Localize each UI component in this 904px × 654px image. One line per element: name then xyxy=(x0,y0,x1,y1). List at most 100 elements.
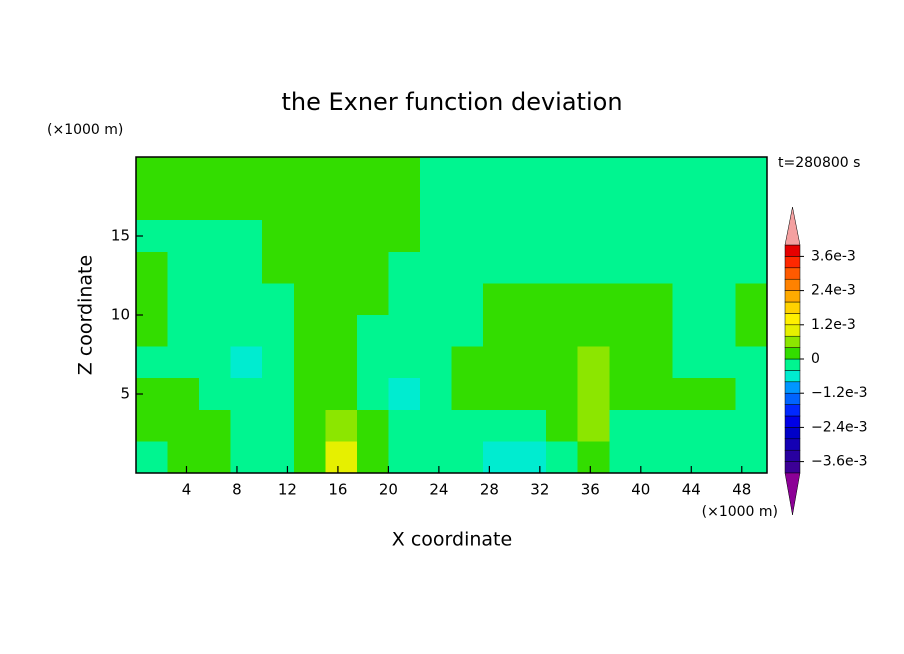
field-cell xyxy=(356,251,389,284)
field-cell xyxy=(293,441,326,474)
field-cell xyxy=(167,220,200,253)
field-cell xyxy=(546,220,579,253)
field-cell xyxy=(199,157,232,190)
field-cell xyxy=(325,157,358,190)
x-tick-label: 48 xyxy=(732,481,751,499)
field-cell xyxy=(672,378,705,411)
field-cell xyxy=(388,346,421,379)
field-cell xyxy=(167,409,200,442)
field-cell xyxy=(356,409,389,442)
field-cell xyxy=(451,441,484,474)
field-cell xyxy=(640,378,673,411)
field-cell xyxy=(703,188,736,221)
field-cell xyxy=(325,378,358,411)
field-cell xyxy=(167,251,200,284)
field-cell xyxy=(230,251,263,284)
x-unit: (×1000 m) xyxy=(702,504,778,520)
field-cell xyxy=(136,251,169,284)
field-cell xyxy=(514,409,547,442)
field-cell xyxy=(262,441,295,474)
field-cell xyxy=(703,220,736,253)
field-cell xyxy=(514,188,547,221)
field-cell xyxy=(735,409,768,442)
field-cell xyxy=(546,188,579,221)
field-cell xyxy=(703,315,736,348)
colorbar-segment xyxy=(784,278,801,291)
field-cell xyxy=(230,378,263,411)
field-cell xyxy=(546,157,579,190)
colorbar-tick-label: 3.6e-3 xyxy=(811,248,856,264)
field-cell xyxy=(640,409,673,442)
field-cell xyxy=(577,283,610,316)
field-cell xyxy=(167,283,200,316)
colorbar-under xyxy=(784,472,801,516)
field-cell xyxy=(609,409,642,442)
field-cell xyxy=(483,220,516,253)
field-cell xyxy=(230,315,263,348)
field-cell xyxy=(577,378,610,411)
colorbar-tick-label: 2.4e-3 xyxy=(811,283,856,299)
field-cell xyxy=(356,315,389,348)
field-cell xyxy=(546,315,579,348)
field-cell xyxy=(388,441,421,474)
field-cell xyxy=(546,251,579,284)
field-cell xyxy=(325,220,358,253)
x-axis-label: X coordinate xyxy=(392,529,512,551)
field-cell xyxy=(293,346,326,379)
field-cell xyxy=(325,188,358,221)
y-unit: (×1000 m) xyxy=(47,122,123,138)
field-cell xyxy=(419,315,452,348)
field-cell xyxy=(577,251,610,284)
field-cell xyxy=(735,188,768,221)
field-cell xyxy=(609,283,642,316)
x-tick-label: 20 xyxy=(379,481,398,499)
field-cell xyxy=(672,283,705,316)
field-cell xyxy=(136,346,169,379)
field-cell xyxy=(703,283,736,316)
field-cell xyxy=(262,409,295,442)
field-cell xyxy=(262,283,295,316)
field-cell xyxy=(419,157,452,190)
field-cell xyxy=(136,188,169,221)
field-cell xyxy=(451,188,484,221)
field-cell xyxy=(136,441,169,474)
field-cell xyxy=(356,220,389,253)
colorbar-segment xyxy=(784,404,801,417)
x-tick-label: 40 xyxy=(631,481,650,499)
field-cell xyxy=(703,346,736,379)
colorbar-segment xyxy=(784,427,801,440)
field-cell xyxy=(356,188,389,221)
field-cell xyxy=(514,157,547,190)
field-cell xyxy=(735,283,768,316)
colorbar-segment xyxy=(784,256,801,269)
field-cell xyxy=(136,157,169,190)
field-cell xyxy=(577,441,610,474)
field-cell xyxy=(483,409,516,442)
field-cell xyxy=(640,157,673,190)
field-cell xyxy=(230,157,263,190)
field-cell xyxy=(325,346,358,379)
field-cell xyxy=(577,220,610,253)
field-cell xyxy=(388,157,421,190)
field-cell xyxy=(199,378,232,411)
field-cell xyxy=(262,346,295,379)
field-cell xyxy=(293,283,326,316)
colorbar-tick-label: −2.4e-3 xyxy=(811,419,868,435)
field-cell xyxy=(262,378,295,411)
field-cell xyxy=(230,346,263,379)
field-cell xyxy=(167,346,200,379)
field-cell xyxy=(451,220,484,253)
field-cell xyxy=(703,409,736,442)
field-cell xyxy=(609,378,642,411)
field-cell xyxy=(703,251,736,284)
field-cell xyxy=(356,157,389,190)
y-tick-label: 5 xyxy=(120,385,130,403)
field-cell xyxy=(293,378,326,411)
colorbar-segment xyxy=(784,415,801,428)
field-cell xyxy=(514,346,547,379)
field-cell xyxy=(546,346,579,379)
field-cell xyxy=(483,283,516,316)
field-cell xyxy=(419,220,452,253)
field-cell xyxy=(672,409,705,442)
